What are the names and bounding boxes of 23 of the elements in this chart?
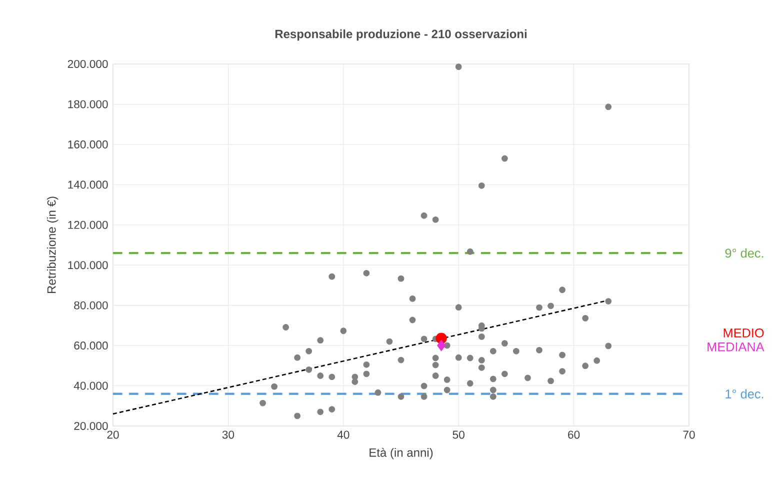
x-tick-label: 20 xyxy=(107,430,119,439)
x-tick-label: 70 xyxy=(683,430,695,439)
x-axis-title: Età (in anni) xyxy=(370,448,433,460)
text: MEDIO xyxy=(724,328,764,338)
x-tick-label: 30 xyxy=(222,430,234,439)
y-tick-label: 120.000 xyxy=(68,220,108,229)
chart-title: Responsabile produzione - 210 osservazioni xyxy=(275,29,527,41)
y-tick-label: 100.000 xyxy=(68,261,108,270)
x-tick-label: 60 xyxy=(568,430,580,439)
y-tick-label: 20.000 xyxy=(74,422,108,430)
x-tick-label: 40 xyxy=(337,430,350,439)
y-tick-label: 200.000 xyxy=(68,60,108,68)
y-tick-label: 180.000 xyxy=(68,100,108,108)
text: MEDIANA xyxy=(708,342,764,352)
x-tick-label: 50 xyxy=(452,430,464,439)
ref-line-label: 1° dec. xyxy=(726,389,764,398)
ref-line-label: 9° dec. xyxy=(725,248,764,258)
y-tick-label: 60.000 xyxy=(74,342,108,350)
y-tick-label: 140.000 xyxy=(68,180,108,189)
y-tick-label: 80.000 xyxy=(74,301,108,310)
y-tick-label: 40.000 xyxy=(74,382,108,390)
y-axis-title: Retribuzione (in €) xyxy=(46,196,58,294)
y-tick-label: 160.000 xyxy=(68,140,108,148)
